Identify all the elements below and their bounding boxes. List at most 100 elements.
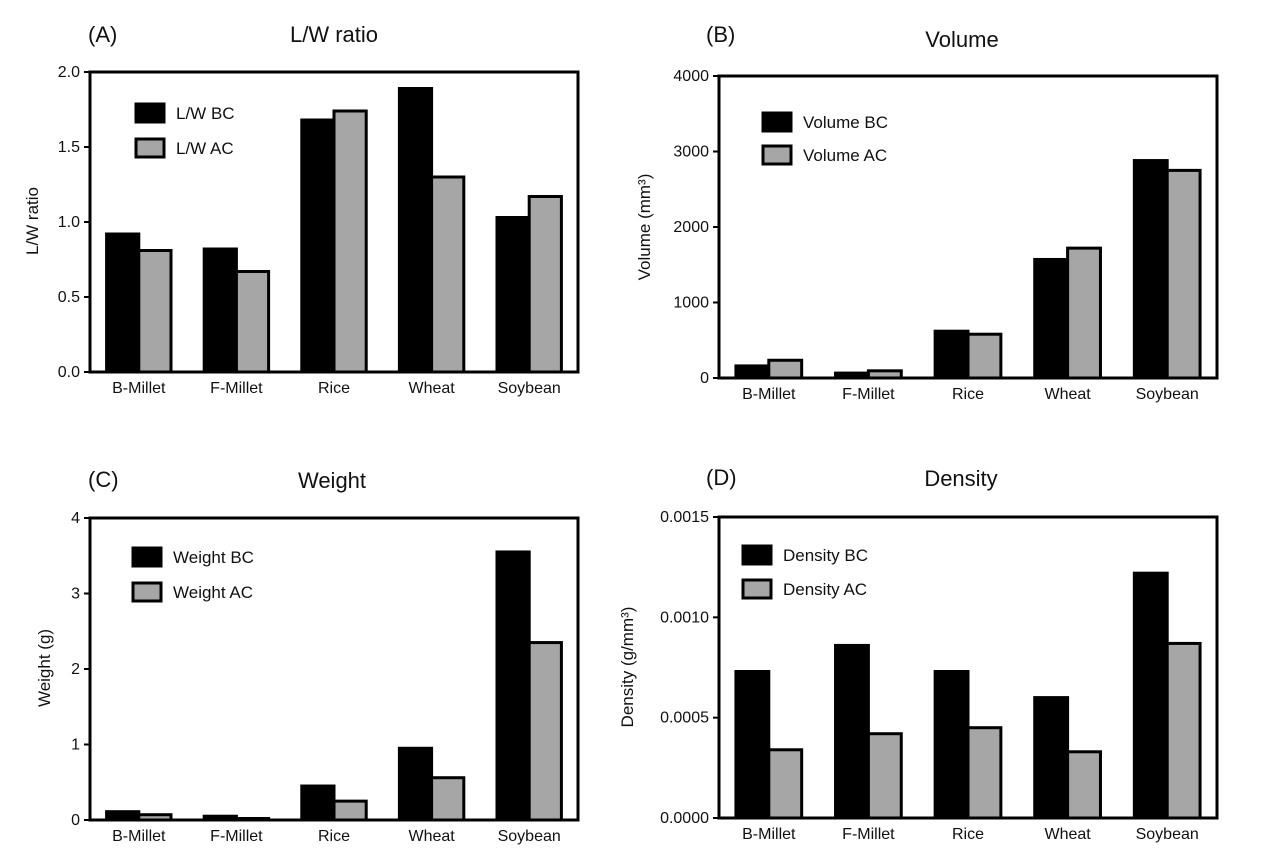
panel-c-legend-swatch-ac xyxy=(131,581,163,603)
panel-b-bar-ac xyxy=(1165,168,1202,380)
panel-a-category-label: Wheat xyxy=(408,380,455,397)
panel-a-legend-label-bc: L/W BC xyxy=(176,104,235,123)
panel-a-y-tick-label: 0.0 xyxy=(58,364,80,381)
panel-d-y-axis-label: Density (g/mm³) xyxy=(618,607,637,728)
panel-c-plot: 0 1 2 3 4 B-Millet F-Millet Rice Wheat Soybean Wei… xyxy=(71,510,580,845)
panel-b-title: Volume xyxy=(925,27,998,52)
panel-d-y-tick-label: 0.0010 xyxy=(660,609,709,626)
panel-a-bar-bc xyxy=(202,247,238,374)
panel-c-y-tick-label: 4 xyxy=(71,510,80,527)
panel-c-y-tick-label: 1 xyxy=(71,737,80,754)
panel-d-bar-ac xyxy=(1165,641,1202,820)
panel-a-category-label: F-Millet xyxy=(210,380,263,397)
panel-b-bar-bc xyxy=(734,364,771,380)
panel-b-y-tick-label: 4000 xyxy=(673,68,709,85)
panel-a-y-axis-label: L/W ratio xyxy=(23,187,42,255)
chart-panel-d: (D) Density Density (g/mm³) 0.0000 0.0005… xyxy=(618,465,1219,843)
panel-a-bar-bc xyxy=(397,87,434,374)
panel-a-title: L/W ratio xyxy=(290,22,378,47)
panel-b-bar-ac xyxy=(767,358,804,380)
panel-c-title: Weight xyxy=(298,468,366,493)
panel-b-bar-bc xyxy=(933,329,970,380)
panel-b-plot: 0 1000 2000 3000 4000 B-Millet F-Millet Rice Whe… xyxy=(673,68,1219,403)
panel-c-bar-bc xyxy=(202,814,238,822)
panel-c-category-label: Soybean xyxy=(498,828,561,845)
panel-c-bar-ac xyxy=(234,816,271,822)
panel-c-legend-label-bc: Weight BC xyxy=(173,548,254,567)
panel-a-legend-label-ac: L/W AC xyxy=(176,139,234,158)
panel-c-category-label: Wheat xyxy=(408,828,455,845)
panel-a-bar-ac xyxy=(137,249,173,374)
panel-a-category-label: Rice xyxy=(318,380,350,397)
panel-a-category-label: Soybean xyxy=(498,380,561,397)
panel-d-category-label: F-Millet xyxy=(842,826,895,843)
panel-d-y-tick-label: 0.0005 xyxy=(660,710,709,727)
panel-c-y-axis-label: Weight (g) xyxy=(35,629,54,707)
panel-b-legend-label-bc: Volume BC xyxy=(803,113,888,132)
panel-b-legend-swatch-bc xyxy=(761,111,793,133)
panel-c-bar-ac xyxy=(137,813,173,822)
panel-c-y-tick-label: 0 xyxy=(71,812,80,829)
panel-d-bar-bc xyxy=(933,670,970,820)
panel-a-bar-bc xyxy=(300,118,336,374)
panel-b-bar-ac xyxy=(1066,246,1102,380)
panel-c-bar-bc xyxy=(105,810,141,822)
panel-d-legend-swatch-ac xyxy=(741,578,773,600)
panel-b-category-label: Wheat xyxy=(1044,386,1091,403)
panel-d-bar-bc xyxy=(1132,571,1169,820)
panel-b-y-tick-label: 1000 xyxy=(673,295,709,312)
panel-c-bar-ac xyxy=(332,799,368,822)
panel-d-y-tick-label: 0.0015 xyxy=(660,509,709,526)
panel-d-plot: 0.0000 0.0005 0.0010 0.0015 B-Millet F-Millet… xyxy=(660,509,1219,843)
panel-a-y-tick-label: 2.0 xyxy=(58,64,80,81)
panel-d-bar-bc xyxy=(734,670,771,820)
panel-a-bar-ac xyxy=(430,175,466,374)
panel-d-legend-label-ac: Density AC xyxy=(783,580,867,599)
panel-d-legend-label-bc: Density BC xyxy=(783,546,868,565)
panel-d-bar-bc xyxy=(834,643,870,820)
chart-panel-b: (B) Volume Volume (mm³) 0 1000 2000 3000 400… xyxy=(635,22,1219,403)
panel-b-bar-ac xyxy=(966,332,1003,380)
panel-c-bar-ac xyxy=(430,776,466,822)
panel-b-y-tick-label: 3000 xyxy=(673,144,709,161)
panel-a-legend-swatch-bc xyxy=(134,102,166,124)
panel-c-bar-bc xyxy=(397,746,434,822)
panel-a-y-tick-label: 0.5 xyxy=(58,289,80,306)
panel-c-y-tick-label: 3 xyxy=(71,586,80,603)
panel-a-bar-bc xyxy=(495,216,531,374)
panel-a-bar-ac xyxy=(234,270,271,374)
panel-b-category-label: Soybean xyxy=(1136,386,1199,403)
panel-d-title: Density xyxy=(924,466,997,491)
panel-b-bar-bc xyxy=(1132,159,1169,380)
panel-b-category-label: F-Millet xyxy=(842,386,895,403)
panel-b-category-label: Rice xyxy=(952,386,984,403)
panel-d-bar-ac xyxy=(866,732,903,820)
panel-d-y-tick-label: 0.0000 xyxy=(660,810,709,827)
panel-a-category-label: B-Millet xyxy=(112,380,166,397)
chart-panel-a: (A) L/W ratio L/W ratio 0.0 0.5 1.0 1.5 2.0 B… xyxy=(23,22,580,397)
panel-a-bar-bc xyxy=(105,232,141,374)
panel-d-category-label: Soybean xyxy=(1136,826,1199,843)
panel-a-bar-ac xyxy=(527,195,563,374)
panel-b-y-tick-label: 2000 xyxy=(673,219,709,236)
panel-c-bar-bc xyxy=(495,550,531,822)
panel-a-bar-ac xyxy=(332,109,368,374)
panel-b-legend-swatch-ac xyxy=(761,144,793,166)
panel-b-category-label: B-Millet xyxy=(742,386,796,403)
panel-d-category-label: Rice xyxy=(952,826,984,843)
panel-c-y-tick-label: 2 xyxy=(71,661,80,678)
panel-c-category-label: B-Millet xyxy=(112,828,166,845)
panel-c-legend-swatch-bc xyxy=(131,546,163,568)
panel-c-bar-bc xyxy=(300,784,336,822)
panel-c-category-label: F-Millet xyxy=(210,828,263,845)
panel-c-letter: (C) xyxy=(88,467,119,492)
panel-b-bar-bc xyxy=(1033,257,1070,380)
panel-c-category-label: Rice xyxy=(318,828,350,845)
panel-d-bar-ac xyxy=(966,726,1003,820)
panel-b-letter: (B) xyxy=(706,22,735,47)
panel-c-legend-label-ac: Weight AC xyxy=(173,583,253,602)
chart-panel-c: (C) Weight Weight (g) 0 1 2 3 4 B-Millet F-Mil… xyxy=(35,467,580,845)
panel-b-bar-ac xyxy=(866,369,903,380)
panel-c-bar-ac xyxy=(527,641,563,822)
